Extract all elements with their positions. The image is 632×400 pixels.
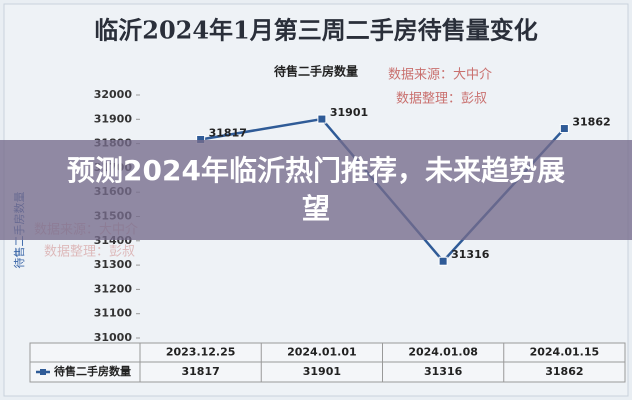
annotation-watermark: 数据整理：彭叔 bbox=[44, 245, 135, 260]
y-tick-label: 31900 bbox=[94, 112, 133, 125]
table-value: 31817 bbox=[181, 365, 219, 378]
point-marker bbox=[438, 256, 448, 266]
point-marker bbox=[559, 124, 569, 134]
data-label: 31817 bbox=[209, 126, 247, 139]
annotation: 数据整理：彭叔 bbox=[396, 92, 487, 107]
table-value: 31901 bbox=[303, 365, 341, 378]
x-tick-label: 2024.01.01 bbox=[287, 346, 357, 359]
y-tick-label: 31200 bbox=[94, 282, 133, 295]
legend-label: 待售二手房数量 bbox=[53, 364, 131, 378]
y-tick-label: 31100 bbox=[94, 307, 133, 320]
table-value: 31316 bbox=[424, 365, 463, 378]
legend-marker bbox=[40, 369, 46, 375]
chart-subtitle: 待售二手房数量 bbox=[274, 64, 358, 79]
data-label: 31862 bbox=[572, 116, 610, 129]
y-tick-label: 32000 bbox=[94, 88, 133, 101]
annotation: 数据来源：大中介 bbox=[388, 68, 492, 83]
x-tick-label: 2023.12.25 bbox=[166, 346, 236, 359]
headline-banner: 预测2024年临沂热门推荐，未来趋势展望 bbox=[0, 140, 632, 240]
chart-title: 临沂2024年1月第三周二手房待售量变化 bbox=[94, 16, 538, 45]
y-tick-label: 31000 bbox=[94, 331, 133, 344]
data-label: 31901 bbox=[330, 106, 368, 119]
data-label: 31316 bbox=[451, 248, 490, 261]
headline: 预测2024年临沂热门推荐，未来趋势展望 bbox=[67, 154, 565, 225]
x-tick-label: 2024.01.15 bbox=[530, 346, 600, 359]
point-marker bbox=[317, 114, 327, 124]
table-value: 31862 bbox=[545, 365, 583, 378]
x-tick-label: 2024.01.08 bbox=[408, 346, 478, 359]
y-tick-label: 31300 bbox=[94, 258, 133, 271]
